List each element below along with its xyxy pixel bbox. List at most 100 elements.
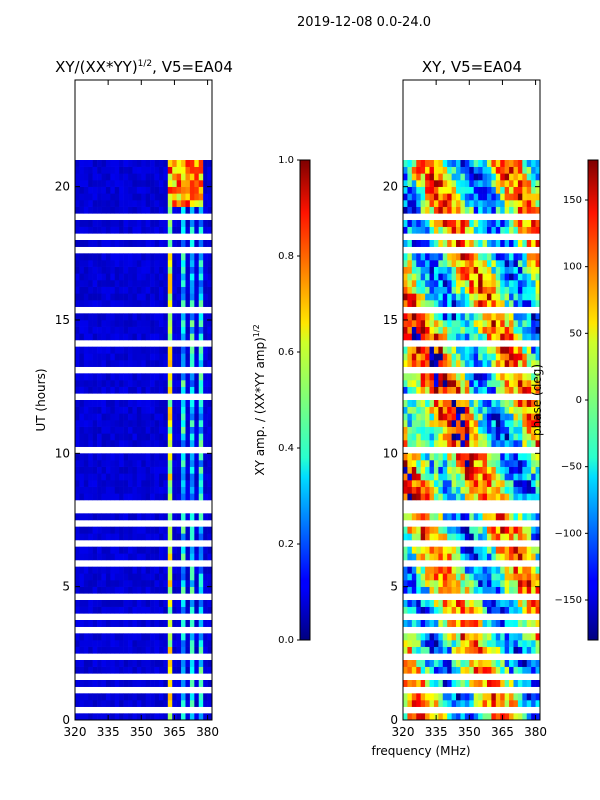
phase-cell <box>473 206 479 214</box>
amplitude-cell <box>185 260 191 267</box>
amplitude-cell <box>189 326 195 334</box>
amplitude-cell <box>198 186 204 194</box>
amplitude-cell <box>88 533 93 541</box>
amplitude-cell <box>105 193 111 201</box>
amplitude-cell <box>185 633 191 641</box>
phase-cell <box>500 173 505 181</box>
amplitude-cell <box>128 640 133 647</box>
amplitude-cell <box>75 486 80 494</box>
phase-cell <box>473 320 479 327</box>
phase-cell <box>526 293 532 301</box>
amplitude-cell <box>119 220 124 227</box>
phase-cell <box>420 513 426 521</box>
phase-cell <box>509 220 514 227</box>
phase-cell <box>420 480 426 487</box>
amplitude-cell <box>79 586 85 594</box>
amplitude-cell <box>176 406 182 414</box>
phase-cell <box>403 633 408 641</box>
amplitude-cell <box>101 186 107 194</box>
amplitude-cell <box>207 420 213 427</box>
phase-cell <box>464 293 470 301</box>
phase-cell <box>407 286 413 294</box>
phase-cell <box>486 240 492 247</box>
amplitude-cell <box>194 380 200 387</box>
phase-cell <box>469 166 475 174</box>
phase-cell <box>407 700 413 707</box>
amplitude-cell <box>101 620 107 627</box>
phase-cell <box>473 713 479 721</box>
amplitude-cell <box>79 206 85 214</box>
phase-cell <box>504 440 510 447</box>
phase-cell <box>433 280 439 287</box>
phase-cell <box>513 273 519 281</box>
phase-cell <box>403 660 408 667</box>
phase-cell <box>442 253 448 261</box>
phase-cell <box>482 313 488 321</box>
amplitude-cell <box>163 440 169 447</box>
amplitude-cell <box>83 666 89 674</box>
phase-cell <box>433 466 439 474</box>
amplitude-cell <box>181 513 186 521</box>
amplitude-cell <box>114 380 120 387</box>
amplitude-cell <box>114 193 120 201</box>
amplitude-cell <box>181 680 186 687</box>
amplitude-cell <box>97 206 102 214</box>
phase-cell <box>491 200 497 207</box>
phase-cell <box>482 186 488 194</box>
amplitude-cell <box>101 273 107 281</box>
amplitude-cell <box>132 346 138 354</box>
amplitude-cell <box>92 606 98 614</box>
amplitude-cell <box>132 453 138 461</box>
amplitude-cell <box>176 693 182 701</box>
amplitude-cell <box>92 480 98 487</box>
phase-cell <box>491 280 497 287</box>
amplitude-cell <box>163 253 169 261</box>
amplitude-cell <box>97 220 102 227</box>
amplitude-cell <box>128 426 133 434</box>
amplitude-cell <box>119 693 124 701</box>
phase-cell <box>469 180 475 187</box>
amplitude-cell <box>110 533 116 541</box>
amplitude-cell <box>181 580 186 587</box>
phase-cell <box>486 166 492 174</box>
amplitude-cell <box>163 680 169 687</box>
amplitude-cell <box>150 700 155 707</box>
phase-cell <box>522 326 528 334</box>
phase-cell <box>460 326 466 334</box>
amplitude-cell <box>207 286 213 294</box>
amplitude-cell <box>176 646 182 654</box>
amplitude-cell <box>92 633 98 641</box>
phase-cell <box>447 300 452 307</box>
phase-cell <box>531 713 536 721</box>
amplitude-cell <box>189 566 195 574</box>
phase-cell <box>442 313 448 321</box>
phase-cell <box>433 273 439 281</box>
phase-cell <box>491 573 497 581</box>
amplitude-cell <box>97 380 102 387</box>
phase-cell <box>447 200 452 207</box>
phase-cell <box>442 240 448 247</box>
phase-cell <box>473 433 479 441</box>
phase-cell <box>451 413 457 421</box>
phase-cell <box>420 606 426 614</box>
phase-cell <box>495 346 501 354</box>
amplitude-cell <box>132 386 138 394</box>
phase-cell <box>482 440 488 447</box>
phase-cell <box>486 600 492 607</box>
amplitude-cell <box>128 186 133 194</box>
amplitude-cell <box>123 300 129 307</box>
phase-cell <box>447 346 452 354</box>
amplitude-cell <box>123 293 129 301</box>
phase-cell <box>495 680 501 687</box>
phase-cell <box>442 713 448 721</box>
amplitude-cell <box>163 180 169 187</box>
phase-cell <box>447 240 452 247</box>
amplitude-cell <box>119 646 124 654</box>
amplitude-cell <box>189 280 195 287</box>
amplitude-cell <box>150 313 155 321</box>
amplitude-cell <box>75 433 80 441</box>
amplitude-cell <box>128 680 133 687</box>
phase-cell <box>451 466 457 474</box>
phase-cell <box>478 320 483 327</box>
phase-cell <box>460 193 466 201</box>
